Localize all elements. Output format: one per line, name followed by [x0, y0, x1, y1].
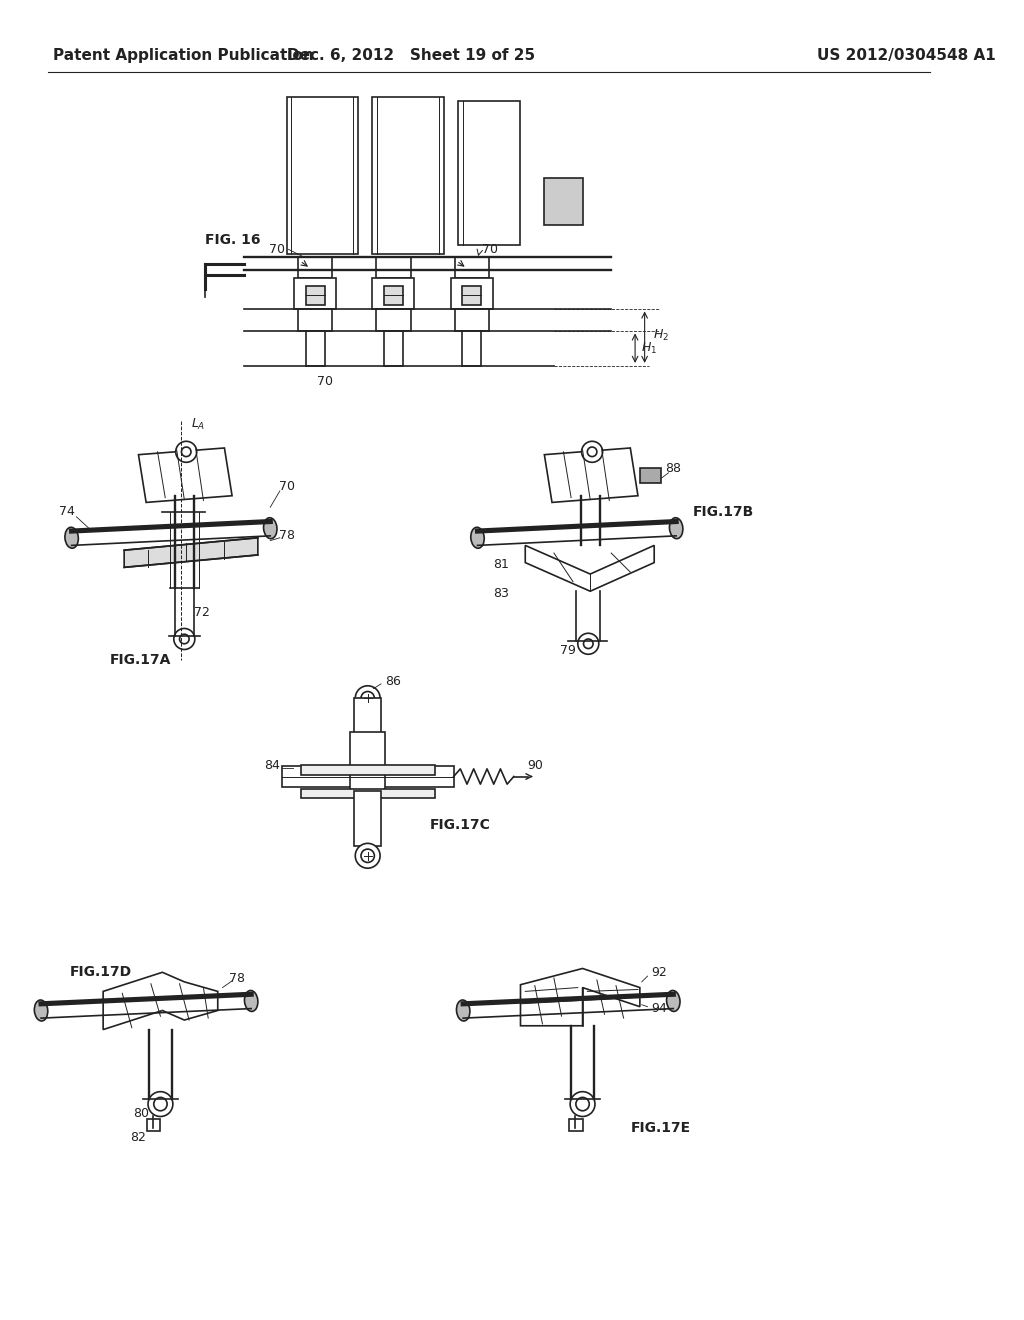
- Text: FIG.17B: FIG.17B: [692, 506, 754, 519]
- Text: $L_A$: $L_A$: [190, 417, 205, 432]
- Bar: [640, 469, 660, 483]
- Ellipse shape: [471, 527, 484, 548]
- Text: FIG.17A: FIG.17A: [110, 653, 171, 667]
- Bar: [305, 285, 325, 305]
- Text: $H_2$: $H_2$: [653, 327, 669, 343]
- Text: 82: 82: [130, 1131, 146, 1144]
- Text: 86: 86: [385, 676, 400, 689]
- Bar: [301, 766, 434, 775]
- Circle shape: [588, 447, 597, 457]
- Ellipse shape: [670, 517, 683, 539]
- Bar: [381, 766, 454, 787]
- Text: 79: 79: [560, 644, 577, 657]
- Bar: [294, 279, 336, 309]
- Circle shape: [179, 634, 189, 644]
- Text: 92: 92: [651, 966, 667, 979]
- Bar: [147, 1119, 161, 1131]
- Text: 70: 70: [482, 243, 499, 256]
- Circle shape: [154, 1097, 167, 1110]
- Bar: [373, 279, 415, 309]
- Ellipse shape: [667, 990, 680, 1011]
- Bar: [301, 789, 434, 799]
- Bar: [384, 285, 403, 305]
- Ellipse shape: [65, 527, 79, 548]
- Circle shape: [355, 686, 380, 710]
- Bar: [455, 257, 489, 279]
- Bar: [350, 731, 385, 791]
- Text: 78: 78: [279, 529, 295, 543]
- Polygon shape: [525, 545, 654, 591]
- Polygon shape: [124, 537, 258, 568]
- Bar: [384, 330, 403, 366]
- Ellipse shape: [35, 1001, 48, 1020]
- Text: 78: 78: [228, 972, 245, 985]
- Text: 83: 83: [494, 586, 509, 599]
- Circle shape: [176, 441, 197, 462]
- Circle shape: [575, 1097, 589, 1110]
- Circle shape: [584, 639, 593, 648]
- Bar: [354, 791, 381, 846]
- Text: 70: 70: [316, 375, 333, 388]
- Text: FIG.17E: FIG.17E: [631, 1121, 690, 1135]
- Circle shape: [361, 849, 375, 862]
- Circle shape: [582, 441, 602, 462]
- Ellipse shape: [263, 517, 278, 539]
- Bar: [287, 96, 358, 255]
- Text: FIG.17C: FIG.17C: [430, 818, 490, 832]
- Ellipse shape: [245, 990, 258, 1011]
- Bar: [459, 102, 520, 244]
- Text: 80: 80: [133, 1107, 148, 1121]
- Text: 84: 84: [264, 759, 281, 772]
- Text: 90: 90: [527, 759, 543, 772]
- Text: 81: 81: [494, 558, 509, 572]
- Bar: [462, 330, 481, 366]
- Text: 70: 70: [268, 243, 285, 256]
- Circle shape: [578, 634, 599, 655]
- Polygon shape: [103, 973, 218, 1030]
- Text: 72: 72: [194, 606, 210, 619]
- Text: 94: 94: [651, 1002, 667, 1015]
- Bar: [282, 766, 354, 787]
- Bar: [305, 330, 325, 366]
- Bar: [298, 309, 333, 330]
- Bar: [462, 285, 481, 305]
- Circle shape: [361, 692, 375, 705]
- Bar: [569, 1119, 583, 1131]
- Circle shape: [570, 1092, 595, 1117]
- Circle shape: [355, 843, 380, 869]
- Text: $H_1$: $H_1$: [641, 341, 657, 356]
- Circle shape: [181, 447, 191, 457]
- Bar: [298, 257, 333, 279]
- Text: US 2012/0304548 A1: US 2012/0304548 A1: [816, 48, 995, 63]
- Polygon shape: [545, 447, 638, 503]
- Text: FIG.17D: FIG.17D: [70, 965, 132, 979]
- Text: Patent Application Publication: Patent Application Publication: [52, 48, 313, 63]
- Polygon shape: [138, 447, 232, 503]
- Bar: [451, 279, 493, 309]
- Polygon shape: [520, 969, 640, 1026]
- Text: FIG. 16: FIG. 16: [206, 232, 261, 247]
- Circle shape: [174, 628, 195, 649]
- Text: 88: 88: [666, 462, 681, 475]
- Circle shape: [148, 1092, 173, 1117]
- Text: 74: 74: [59, 506, 75, 519]
- Text: Dec. 6, 2012   Sheet 19 of 25: Dec. 6, 2012 Sheet 19 of 25: [287, 48, 535, 63]
- Bar: [373, 96, 444, 255]
- Bar: [376, 309, 411, 330]
- Bar: [455, 309, 489, 330]
- Bar: [354, 698, 381, 751]
- Bar: [376, 257, 411, 279]
- Ellipse shape: [457, 1001, 470, 1020]
- Bar: [545, 178, 583, 226]
- Text: 70: 70: [279, 479, 295, 492]
